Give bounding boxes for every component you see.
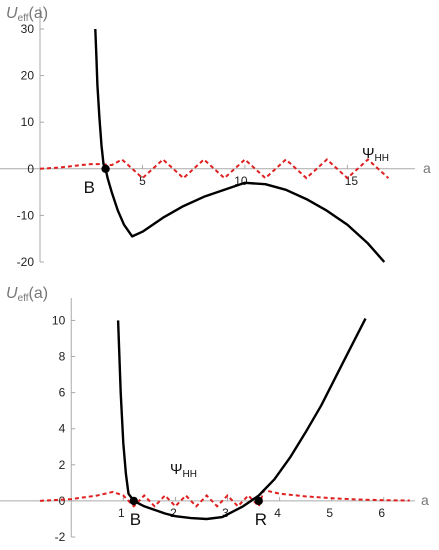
y-tick-label: 2 [59,458,66,472]
y-tick-label: 20 [21,69,35,83]
x-tick-label: 5 [326,506,333,520]
y-label-main: U [6,5,18,22]
x-axis-label: a [423,160,431,176]
x-tick-label: 15 [345,174,359,188]
y-label-arg: (a) [29,285,49,302]
x-tick-label: 1 [118,506,125,520]
y-tick-label: -2 [55,530,66,544]
x-tick-label: 4 [274,506,281,520]
y-axis-label: Ueff(a) [6,5,48,24]
point-b-marker [129,496,138,506]
point-b-marker [101,164,110,173]
psi-main: Ψ [170,461,183,478]
psi-hh-curve [39,488,410,509]
y-tick-label: -20 [17,255,35,269]
point-b-label: B [84,178,95,197]
y-tick-label: 10 [52,313,66,327]
psi-hh-label: ΨHH [170,461,197,480]
psi-sub: HH [375,153,389,164]
y-label-main: U [6,285,18,302]
y-tick-label: 30 [21,22,35,36]
y-tick-label: 4 [59,422,66,436]
y-tick-label: 0 [59,494,66,508]
psi-sub: HH [183,469,197,480]
y-tick-label: 6 [59,386,66,400]
psi-main: Ψ [362,145,375,162]
point-r-marker [254,496,263,506]
y-label-sub: eff [18,13,29,24]
potential-curve [116,318,367,521]
x-tick-label: 5 [139,174,146,188]
y-axis-label: Ueff(a) [6,285,48,304]
point-b-label: B [130,510,141,529]
psi-hh-label: ΨHH [362,145,389,164]
x-axis-label: a [421,492,429,508]
potential-curve [94,28,386,263]
x-tick-label: 6 [378,506,385,520]
y-tick-label: 0 [27,162,34,176]
y-tick-label: -10 [17,208,35,222]
y-label-arg: (a) [29,5,49,22]
x-tick-label: 2 [170,506,177,520]
y-label-sub: eff [18,293,29,304]
point-r-label: R [255,510,267,529]
y-tick-label: 10 [21,115,35,129]
x-tick-label: 3 [222,506,229,520]
y-tick-label: 8 [59,350,66,364]
